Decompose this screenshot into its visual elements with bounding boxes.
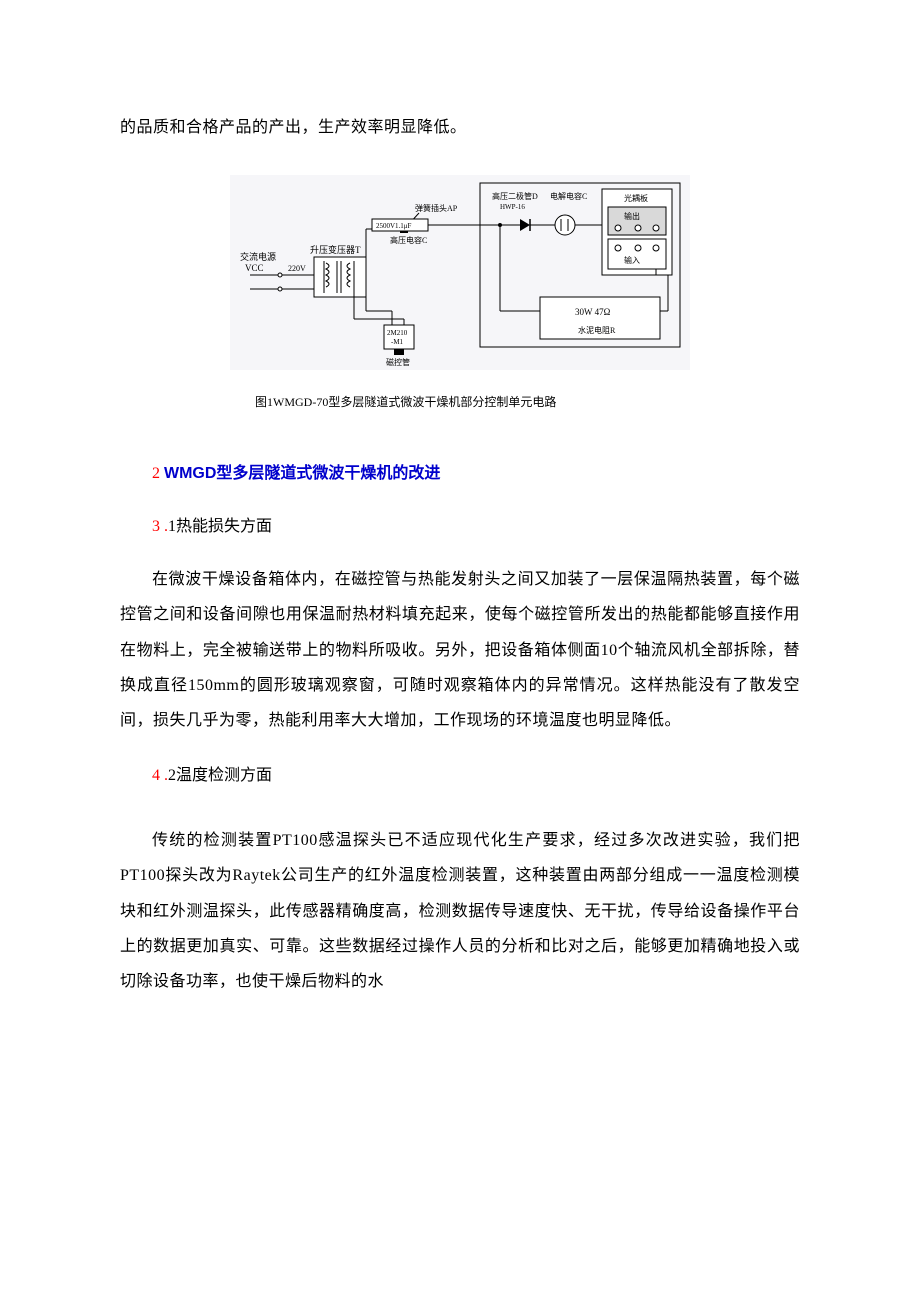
magnetron-code-1: 2M210	[387, 329, 408, 337]
page: 的品质和合格产品的产出，生产效率明显降低。 交流电源 VCC 220V	[0, 0, 920, 1079]
v220-label: 220V	[288, 264, 306, 273]
magnetron-label: 磁控管	[386, 357, 410, 367]
section-2-num: 2	[152, 465, 164, 482]
output-label: 输出	[624, 211, 640, 221]
section-2-2-title: 2温度检测方面	[168, 767, 272, 784]
spring-plug-label: 弹簧插头AP	[415, 203, 458, 213]
elec-cap-label: 电解电容C	[550, 191, 587, 201]
figure-caption: 图1WMGD-70型多层隧道式微波干燥机部分控制单元电路	[255, 389, 800, 415]
magnetron-code-2: -M1	[391, 338, 404, 346]
section-2-1-title: 1热能损失方面	[168, 518, 272, 535]
figure-1: 交流电源 VCC 220V 升压变压器T 弹簧插头AP	[120, 175, 800, 416]
section-2-heading: 2 WMGD型多层隧道式微波干燥机的改进	[120, 456, 800, 491]
res-spec-label: 30W 47Ω	[575, 307, 611, 317]
hv-diode-label: 高压二极管D	[492, 191, 538, 201]
hv-cap-label: 高压电容C	[390, 235, 427, 245]
optocoupler-label: 光耦板	[624, 193, 648, 203]
section-2-title: WMGD型多层隧道式微波干燥机的改进	[164, 465, 440, 482]
transformer-label: 升压变压器T	[310, 244, 361, 255]
circuit-diagram-svg: 交流电源 VCC 220V 升压变压器T 弹簧插头AP	[230, 175, 690, 370]
section-2-1-body: 在微波干燥设备箱体内，在磁控管与热能发射头之间又加装了一层保温隔热装置，每个磁控…	[120, 562, 800, 738]
section-2-2-heading: 4 .2温度检测方面	[120, 758, 800, 793]
ac-power-label: 交流电源	[240, 251, 276, 262]
cement-res-label: 水泥电阻R	[578, 325, 616, 335]
section-2-2-num: 4 .	[152, 767, 168, 784]
section-2-1-num: 3 .	[152, 518, 168, 535]
hwp16-label: HWP-16	[500, 203, 525, 211]
cap-spec-label: 2500V1.1μF	[376, 222, 412, 230]
input-label: 输入	[624, 255, 640, 265]
continuation-paragraph: 的品质和合格产品的产出，生产效率明显降低。	[120, 110, 800, 145]
section-2-2-body: 传统的检测装置PT100感温探头已不适应现代化生产要求，经过多次改进实验，我们把…	[120, 823, 800, 999]
section-2-1-heading: 3 .1热能损失方面	[120, 509, 800, 544]
vcc-label: VCC	[245, 263, 264, 273]
